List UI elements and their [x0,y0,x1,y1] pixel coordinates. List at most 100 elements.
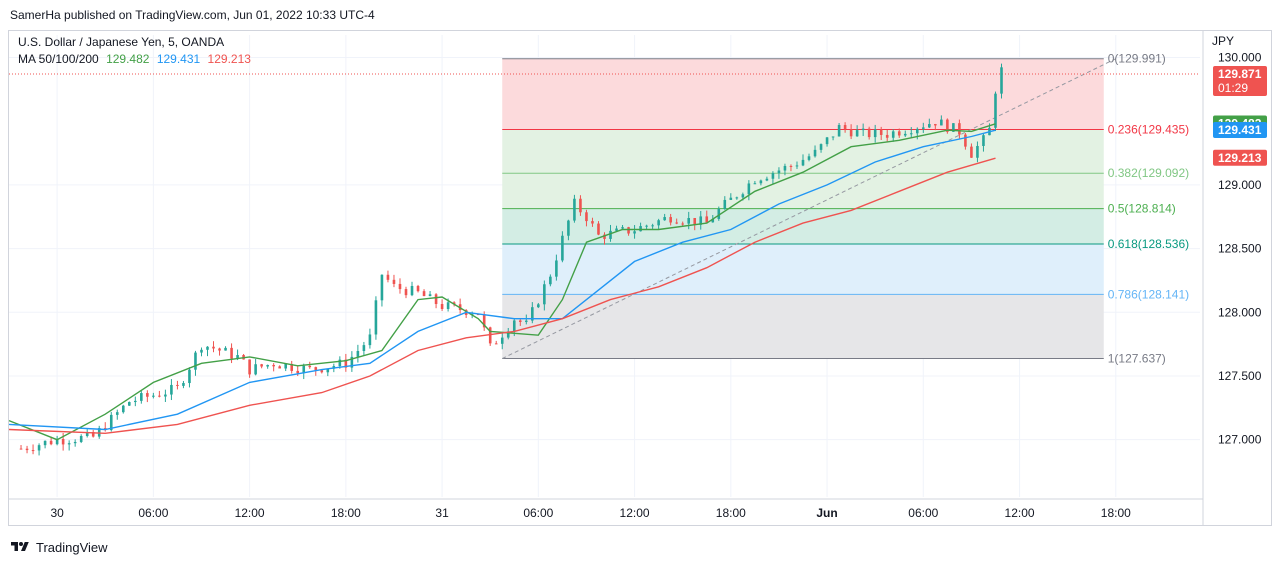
x-tick-label: 06:00 [523,506,553,520]
candle-body [723,199,727,209]
candle-body [561,235,564,261]
candle-body [170,384,173,395]
footer: TradingView [10,537,108,557]
candle-body [1000,67,1003,94]
candle-body [176,384,179,386]
candle-body [903,133,907,136]
candle-body [681,223,684,225]
ma50-value: 129.482 [106,52,150,66]
candle-body [741,194,745,198]
candle-body [31,450,35,452]
x-tick-label: 06:00 [908,506,938,520]
candle-body [452,302,456,305]
price-tag-bg [1213,149,1267,166]
candle-body [657,220,660,226]
candle-body [922,127,925,129]
candle-body [771,173,775,179]
x-tick-label: 12:00 [1005,506,1035,520]
y-tick-label: 129.000 [1218,178,1262,192]
candle-body [946,119,949,132]
y-tick-label: 127.000 [1218,433,1262,447]
candle-body [687,217,691,224]
fib-level-label: 0.618(128.536) [1108,237,1189,251]
x-tick-label: 18:00 [331,506,361,520]
candle-body [416,285,420,292]
brand-name[interactable]: TradingView [36,539,108,555]
candle-body [928,124,931,128]
x-tick-label: 30 [50,506,64,520]
candle-body [194,352,197,370]
candle-body [615,228,618,231]
candle-body [813,149,817,157]
candle-body [25,448,29,451]
candle-body [440,304,444,309]
x-tick-label: 12:00 [620,506,650,520]
candle-body [825,137,829,145]
candle-body [879,129,883,135]
fib-zone [502,173,1104,209]
candle-body [585,212,588,222]
candle-body [855,130,859,137]
price-tag-label: 129.213 [1218,151,1262,165]
candle-body [91,431,95,437]
candle-body [320,370,324,373]
candle-body [597,223,600,235]
candle-body [994,93,997,128]
candle-body [296,370,300,374]
candle-body [663,217,666,221]
candle-body [446,302,450,309]
fib-level-label: 0.236(129.435) [1108,123,1189,137]
candle-body [284,363,287,369]
candle-body [404,289,408,296]
candle-body [729,197,733,200]
fib-level-label: 0.786(128.141) [1108,287,1189,301]
ma-legend[interactable]: MA 50/100/200 129.482 129.431 129.213 [18,51,251,68]
candle-body [633,231,636,234]
candle-body [699,216,703,225]
candle-body [212,346,215,349]
candle-body [338,359,342,367]
x-tick-label: 06:00 [138,506,168,520]
candle-body [747,183,751,195]
candle-body [49,440,53,445]
candle-body [362,345,366,351]
candle-body [958,123,961,135]
symbol-title[interactable]: U.S. Dollar / Japanese Yen, 5, OANDA [18,35,225,49]
candle-body [494,343,498,345]
candle-body [765,178,769,181]
candle-body [158,395,161,397]
candle-body [982,135,985,146]
candle-body [73,441,77,444]
candle-body [482,314,486,328]
ma-line-ma200 [9,157,996,435]
fib-level-label: 0.382(129.092) [1108,166,1189,180]
x-tick-label: 18:00 [716,506,746,520]
candle-body [121,405,125,413]
candle-body [146,393,149,397]
candle-body [849,129,853,137]
fib-zone [502,58,1104,130]
candle-body [115,412,119,415]
price-tag-label: 129.871 [1218,67,1262,81]
x-tick-label: 31 [435,506,449,520]
x-tick-label: Jun [816,506,837,520]
candle-body [224,347,227,351]
candle-body [374,300,378,335]
candle-body [639,226,642,232]
candle-body [488,327,492,344]
candle-body [314,367,318,371]
candle-body [506,331,510,338]
candle-body [705,216,709,223]
candle-body [398,283,402,290]
candle-body [254,364,257,375]
x-tick-label: 12:00 [235,506,265,520]
candle-body [140,393,143,401]
candle-body [200,349,203,353]
tradingview-logo-icon[interactable] [10,540,30,554]
candle-body [789,165,793,167]
candle-body [128,402,131,406]
candle-body [675,222,678,224]
candle-body [350,356,354,368]
candle-body [230,347,233,359]
